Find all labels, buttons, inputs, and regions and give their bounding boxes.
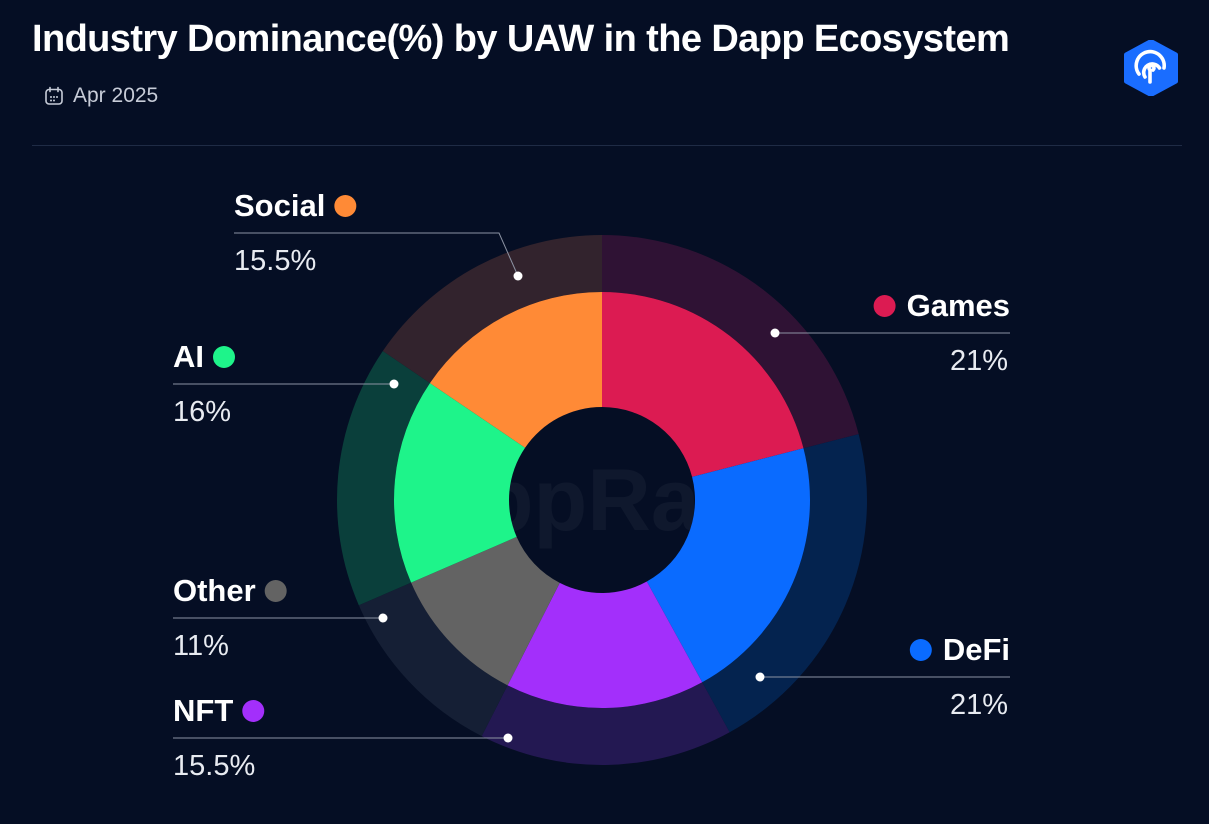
slice-ai bbox=[394, 383, 526, 583]
value-label-other: 11% bbox=[173, 630, 229, 662]
leader-dot-ai bbox=[389, 379, 399, 389]
slice-other bbox=[411, 536, 560, 686]
page-title: Industry Dominance(%) by UAW in the Dapp… bbox=[32, 18, 1010, 60]
dappradar-logo-icon bbox=[1124, 40, 1178, 96]
date-row: Apr 2025 bbox=[44, 84, 158, 108]
leader-dot-defi bbox=[755, 672, 765, 682]
header-divider bbox=[32, 145, 1182, 146]
legend-swatch-games bbox=[873, 295, 896, 317]
label-other: Other bbox=[173, 573, 256, 608]
legend-swatch-ai bbox=[213, 346, 235, 368]
value-label-nft: 15.5% bbox=[173, 750, 255, 782]
leader-line-social bbox=[234, 232, 519, 277]
value-label-social: 15.5% bbox=[234, 245, 316, 277]
leader-dot-games bbox=[770, 328, 780, 338]
leader-dot-nft bbox=[503, 733, 513, 743]
leader-dot-social bbox=[513, 271, 523, 281]
report-date: Apr 2025 bbox=[73, 84, 159, 107]
slice-nft bbox=[507, 581, 703, 708]
label-nft: NFT bbox=[173, 693, 233, 728]
value-label-ai: 16% bbox=[173, 396, 231, 428]
outer-ring-social bbox=[382, 235, 602, 384]
outer-ring-nft bbox=[481, 682, 730, 765]
outer-ring-other bbox=[358, 582, 508, 737]
slice-social bbox=[429, 292, 602, 448]
calendar-icon bbox=[45, 86, 63, 105]
legend-swatch-defi bbox=[909, 639, 932, 661]
legend-swatch-social bbox=[334, 195, 357, 217]
value-label-games: 21% bbox=[950, 345, 1008, 377]
label-defi: DeFi bbox=[943, 632, 1010, 667]
outer-ring-games bbox=[602, 235, 859, 449]
legend-swatch-other bbox=[264, 580, 287, 602]
label-social: Social bbox=[234, 188, 325, 223]
outer-ring-ai bbox=[337, 351, 430, 606]
label-ai: AI bbox=[173, 339, 204, 374]
leader-dot-other bbox=[378, 613, 388, 623]
legend-swatch-nft bbox=[242, 700, 265, 722]
slice-games bbox=[602, 292, 804, 477]
outer-ring-defi bbox=[702, 434, 867, 733]
slice-defi bbox=[646, 448, 810, 683]
label-games: Games bbox=[907, 288, 1010, 323]
value-label-defi: 21% bbox=[950, 689, 1008, 721]
